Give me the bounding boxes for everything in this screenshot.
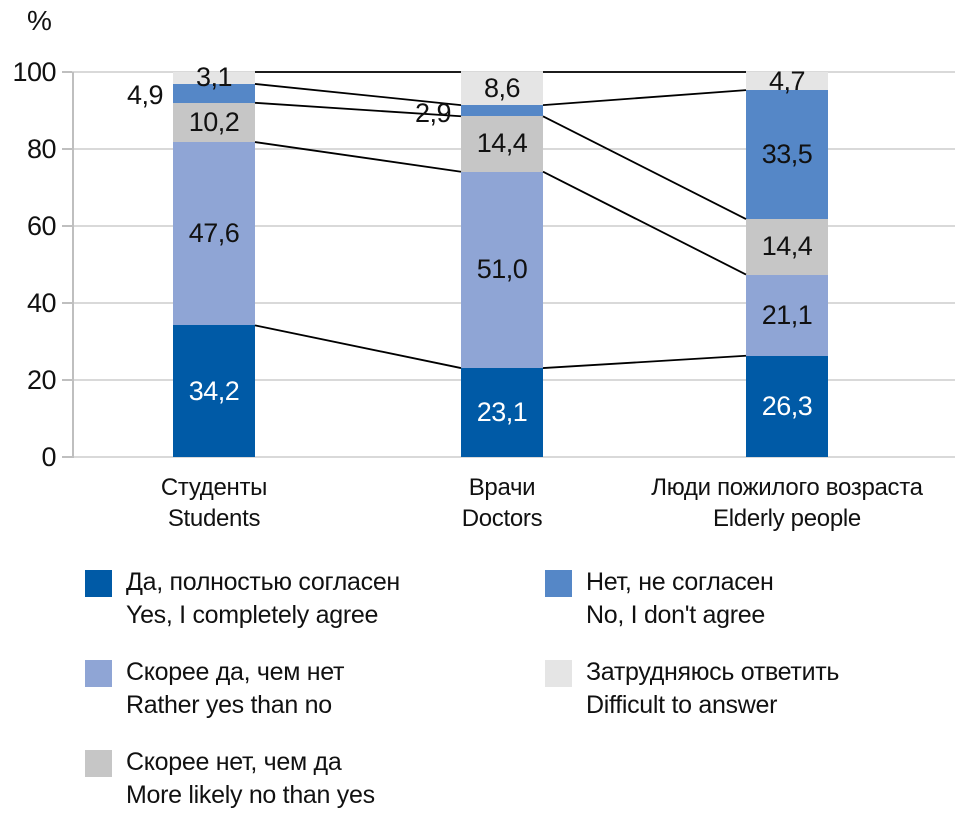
segment-value-label: 8,6 [483,73,521,104]
bar-segment [461,116,543,172]
legend-label-en: Yes, I completely agree [126,601,379,629]
legend-label: Да, полностью согласен Yes, I completely … [126,566,400,632]
connector-line [542,170,747,276]
category-label-ru: Студенты [160,474,268,501]
legend-label: Нет, не согласен No, I don't agree [586,566,774,632]
segment-value-label: 4,9 [126,80,164,111]
segment-value-label: 26,3 [761,390,813,421]
legend-label-en: No, I don't agree [586,601,765,629]
bar-segment [173,83,255,103]
category-label-ru: Врачи [468,474,536,501]
y-axis-line [72,72,74,458]
y-axis-tick [62,379,72,381]
segment-value-label: 14,4 [761,231,813,262]
y-axis-tick [62,456,72,458]
bar-segment [173,102,255,143]
category-label: Врачи Doctors [342,472,662,534]
y-tick-label: 100 [12,57,56,87]
category-label: Люди пожилого возраста Elderly people [627,472,947,534]
bar-segment [461,171,543,369]
legend-label: Скорее нет, чем да More likely no than ye… [126,746,375,812]
segment-value-label: 34,2 [188,375,240,406]
legend-item: Затрудняюсь ответить Difficult to answer [545,656,839,722]
legend-column: Нет, не согласен No, I don't agree Затрудн… [545,566,839,746]
legend-label: Затрудняюсь ответить Difficult to answer [586,656,839,722]
bar-segment [746,90,828,220]
connector-line [542,354,747,369]
segment-value-label: 4,7 [768,65,806,96]
legend-label-en: Rather yes than no [126,691,332,719]
legend-swatch-icon [85,660,112,687]
connector-line [254,141,462,173]
connector-line [542,89,747,107]
legend-label-en: Difficult to answer [586,691,778,719]
legend-label-ru: Скорее да, чем нет [126,658,345,686]
legend-swatch-icon [545,660,572,687]
connector-line [542,115,747,220]
y-axis-tick [62,71,72,73]
segment-value-label: 3,1 [195,62,233,93]
legend-swatch-icon [85,570,112,597]
connector-line [254,324,462,369]
y-tick-label: 80 [26,134,57,164]
segment-value-label: 2,9 [414,97,452,128]
y-tick-label: 60 [26,211,57,241]
segment-value-label: 47,6 [188,218,240,249]
legend-swatch-icon [85,750,112,777]
segment-value-label: 51,0 [476,254,528,285]
category-label-ru: Люди пожилого возраста [651,474,923,501]
segment-value-label: 33,5 [761,139,813,170]
y-tick-label: 40 [26,288,57,318]
bar-segment [173,325,255,457]
legend-label-ru: Да, полностью согласен [126,568,400,596]
legend-label-ru: Затрудняюсь ответить [586,658,840,686]
bar-segment [173,72,255,84]
bar-segment [746,72,828,91]
category-label-en: Students [167,505,261,532]
legend-label-ru: Нет, не согласен [586,568,774,596]
bar-segment [461,72,543,106]
bar-segment [746,219,828,275]
legend-item: Скорее да, чем нет Rather yes than no [85,656,400,722]
category-label: Студенты Students [54,472,374,534]
segment-value-label: 10,2 [188,106,240,137]
y-tick-label: 0 [41,442,56,472]
legend-column: Да, полностью согласен Yes, I completely … [85,566,400,836]
bar-segment [461,105,543,117]
bar-segment [461,368,543,457]
category-label-en: Doctors [461,505,543,532]
legend-item: Нет, не согласен No, I don't agree [545,566,839,632]
gridline [72,456,955,458]
segment-value-label: 14,4 [476,128,528,159]
legend-label: Скорее да, чем нет Rather yes than no [126,656,345,722]
segment-value-label: 23,1 [476,397,528,428]
legend-label-ru: Скорее нет, чем да [126,748,342,776]
y-tick-label: 20 [26,365,57,395]
legend-label-en: More likely no than yes [126,781,375,809]
bar-segment [746,355,828,457]
y-axis-tick [62,302,72,304]
category-label-en: Elderly people [713,505,861,532]
bar-segment [746,274,828,356]
y-axis-unit-label: % [27,5,52,36]
y-axis-tick [62,225,72,227]
bar-segment [173,142,255,326]
segment-value-label: 21,1 [761,299,813,330]
y-axis-tick [62,148,72,150]
legend-swatch-icon [545,570,572,597]
legend-item: Скорее нет, чем да More likely no than ye… [85,746,400,812]
legend-item: Да, полностью согласен Yes, I completely … [85,566,400,632]
